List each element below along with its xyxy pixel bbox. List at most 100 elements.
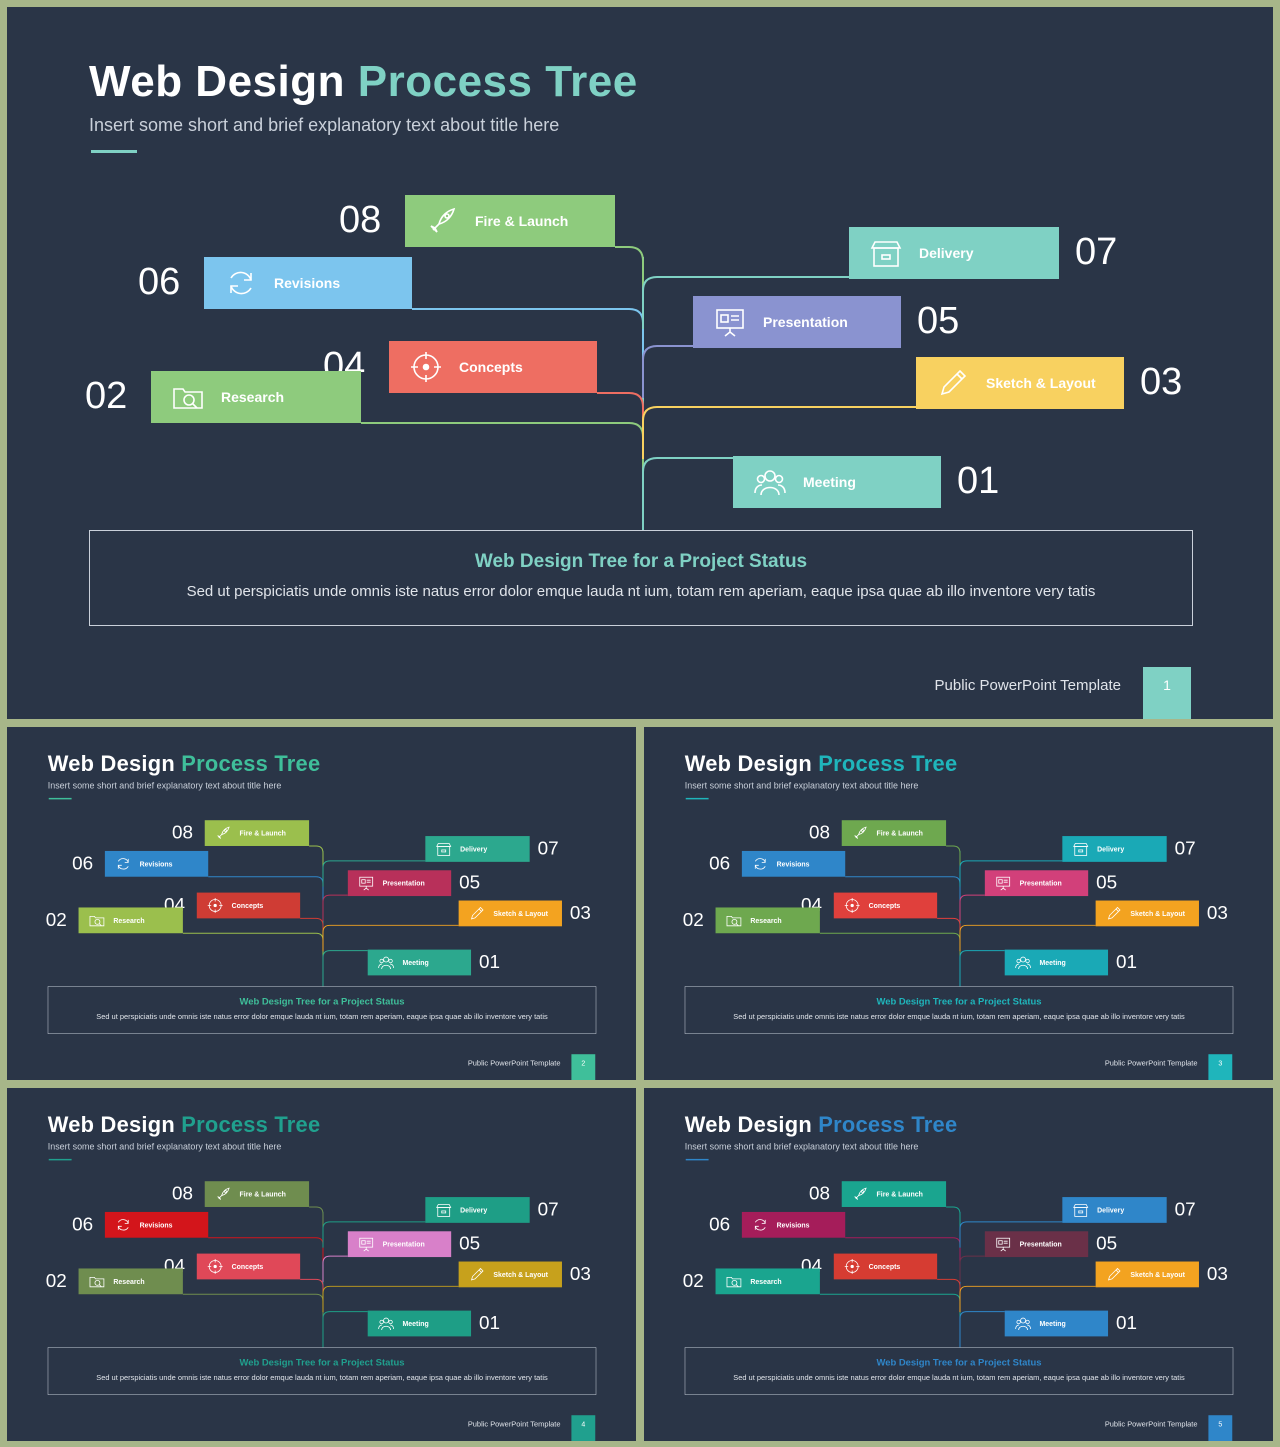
- branch-08[interactable]: Fire & Launch: [204, 1181, 310, 1207]
- branch-06[interactable]: Revisions: [741, 850, 846, 877]
- slide-3[interactable]: Web Design Process Tree Insert some short…: [644, 727, 1273, 1080]
- title-accent: Process Tree: [181, 751, 321, 777]
- step-number-03: 03: [569, 902, 591, 924]
- title-underline: [685, 797, 709, 800]
- info-text: Sed ut perspiciatis unde omnis iste natu…: [96, 1373, 548, 1383]
- step-number-01: 01: [478, 1312, 501, 1334]
- branch-07[interactable]: Delivery: [425, 836, 530, 862]
- slide-1[interactable]: Web Design Process Tree Insert some short…: [7, 7, 1273, 719]
- slide-4[interactable]: Web Design Process Tree Insert some short…: [7, 1088, 636, 1441]
- branch-06[interactable]: Revisions: [104, 850, 209, 877]
- title-main: Web Design: [684, 1112, 812, 1138]
- branch-02[interactable]: Research: [151, 371, 361, 423]
- branch-line-07: [322, 1221, 426, 1248]
- branch-label: Fire & Launch: [876, 829, 923, 838]
- branch-08[interactable]: Fire & Launch: [841, 820, 947, 846]
- branch-05[interactable]: Presentation: [347, 870, 452, 897]
- branch-07[interactable]: Delivery: [425, 1197, 530, 1223]
- refresh-icon: [752, 1216, 769, 1233]
- branch-label: Meeting: [402, 1319, 429, 1328]
- branch-02[interactable]: Research: [78, 907, 183, 934]
- branch-label: Delivery: [1097, 844, 1125, 853]
- folder-search-icon: [88, 912, 105, 929]
- branch-label: Research: [113, 1277, 145, 1286]
- branch-01[interactable]: Meeting: [1004, 949, 1109, 976]
- title-main: Web Design: [47, 1112, 175, 1138]
- branch-line-08: [946, 1206, 961, 1235]
- branch-02[interactable]: Research: [715, 907, 820, 934]
- branch-03[interactable]: Sketch & Layout: [916, 357, 1124, 409]
- branch-05[interactable]: Presentation: [984, 1231, 1089, 1258]
- pencil-icon: [936, 366, 970, 400]
- branch-label: Research: [113, 916, 145, 925]
- people-icon: [1015, 1315, 1032, 1332]
- footer-text: Public PowerPoint Template: [1104, 1059, 1198, 1068]
- branch-04[interactable]: Concepts: [389, 341, 597, 393]
- slide-2[interactable]: Web Design Process Tree Insert some short…: [7, 727, 636, 1080]
- branch-03[interactable]: Sketch & Layout: [458, 900, 562, 927]
- step-number-02: 02: [45, 1270, 67, 1292]
- branch-04[interactable]: Concepts: [196, 1253, 301, 1280]
- branch-07[interactable]: Delivery: [1062, 836, 1167, 862]
- branch-label: Fire & Launch: [876, 1190, 923, 1199]
- branch-05[interactable]: Presentation: [693, 296, 901, 348]
- step-number-07: 07: [1174, 1199, 1196, 1220]
- info-title: Web Design Tree for a Project Status: [876, 996, 1042, 1008]
- branch-05[interactable]: Presentation: [347, 1231, 452, 1258]
- branch-08[interactable]: Fire & Launch: [841, 1181, 947, 1207]
- step-number-02: 02: [45, 909, 67, 931]
- branch-line-08: [309, 1206, 324, 1235]
- branch-line-08: [946, 845, 961, 874]
- folder-search-icon: [725, 1273, 742, 1290]
- presentation-board-icon: [995, 875, 1012, 892]
- step-number-03: 03: [1206, 902, 1228, 924]
- branch-line-01: [322, 950, 368, 987]
- footer-text: Public PowerPoint Template: [467, 1420, 561, 1429]
- branch-04[interactable]: Concepts: [833, 1253, 938, 1280]
- branch-06[interactable]: Revisions: [204, 257, 412, 309]
- info-box: Web Design Tree for a Project Status Sed …: [684, 986, 1234, 1034]
- branch-06[interactable]: Revisions: [741, 1211, 846, 1238]
- branch-08[interactable]: Fire & Launch: [405, 195, 615, 247]
- branch-03[interactable]: Sketch & Layout: [1095, 900, 1199, 927]
- branch-line-04: [597, 392, 644, 448]
- slide-title: Web Design Process Tree: [89, 57, 638, 107]
- title-underline: [91, 150, 137, 153]
- branch-02[interactable]: Research: [78, 1268, 183, 1295]
- tree-lines: [361, 246, 916, 530]
- branch-line-03: [959, 924, 1096, 952]
- branch-05[interactable]: Presentation: [984, 870, 1089, 897]
- step-number-05: 05: [1096, 1233, 1118, 1255]
- slide-5[interactable]: Web Design Process Tree Insert some short…: [644, 1088, 1273, 1441]
- branch-line-05: [959, 894, 985, 921]
- branch-01[interactable]: Meeting: [1004, 1310, 1109, 1337]
- branch-04[interactable]: Concepts: [196, 892, 301, 919]
- branch-line-08: [615, 246, 644, 302]
- info-title: Web Design Tree for a Project Status: [239, 996, 405, 1008]
- branch-01[interactable]: Meeting: [367, 1310, 472, 1337]
- branch-03[interactable]: Sketch & Layout: [458, 1261, 562, 1288]
- title-underline: [48, 1158, 72, 1161]
- step-number-05: 05: [917, 300, 960, 342]
- page-number-badge: 2: [571, 1054, 596, 1080]
- branch-07[interactable]: Delivery: [1062, 1197, 1167, 1223]
- info-box: Web Design Tree for a Project Status Sed …: [47, 1347, 597, 1395]
- branch-line-07: [959, 1221, 1063, 1248]
- branch-06[interactable]: Revisions: [104, 1211, 209, 1238]
- branch-label: Presentation: [1019, 879, 1062, 888]
- branch-04[interactable]: Concepts: [833, 892, 938, 919]
- branch-07[interactable]: Delivery: [849, 227, 1059, 279]
- page-number-badge: 3: [1208, 1054, 1233, 1080]
- branch-01[interactable]: Meeting: [367, 949, 472, 976]
- branch-01[interactable]: Meeting: [733, 456, 941, 508]
- target-icon: [844, 897, 861, 914]
- branch-02[interactable]: Research: [715, 1268, 820, 1295]
- branch-line-05: [959, 1255, 985, 1282]
- branch-08[interactable]: Fire & Launch: [204, 820, 310, 846]
- pencil-icon: [1106, 1266, 1123, 1283]
- step-number-01: 01: [1115, 1312, 1138, 1334]
- branch-label: Fire & Launch: [239, 1190, 286, 1199]
- branch-03[interactable]: Sketch & Layout: [1095, 1261, 1199, 1288]
- branch-line-03: [322, 924, 459, 952]
- step-number-05: 05: [459, 872, 481, 894]
